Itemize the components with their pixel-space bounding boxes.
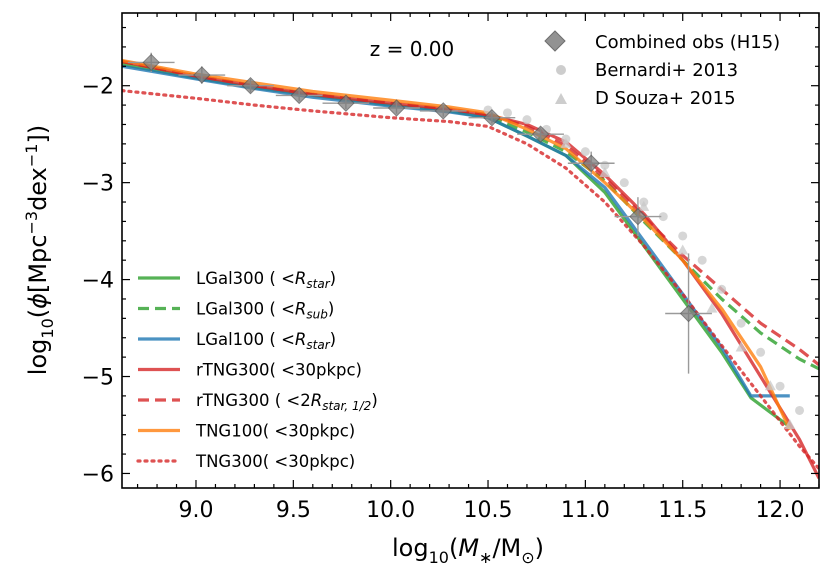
bernardi-point (775, 381, 785, 391)
legend-label-2: LGal100 ( <Rstar) (196, 330, 336, 352)
x-tick-label: 10.0 (366, 498, 415, 523)
legend-marker-circle (556, 65, 566, 75)
dsouza-point (784, 418, 796, 429)
x-tick-label: 9.0 (178, 498, 213, 523)
y-tick-label: −5 (82, 366, 114, 391)
combined-obs-point (227, 76, 274, 95)
combined-obs-point (178, 66, 226, 84)
series-line-5 (122, 58, 792, 431)
combined-obs-point (275, 86, 323, 105)
x-tick-label: 11.5 (658, 498, 707, 523)
combined-obs-point (468, 108, 516, 127)
combined-obs-point (373, 99, 420, 117)
combined-obs-point (567, 151, 615, 175)
axis-ticks: 9.0 9.5 10.0 10.5 11.0 11.5 12.0 −2 −3 −4 −5 −6 (82, 13, 820, 523)
bernardi-point (580, 147, 590, 157)
combined-obs-point (419, 102, 467, 120)
plot-frame (121, 12, 820, 489)
bernardi-point (502, 108, 512, 118)
combined-obs-point (614, 197, 662, 236)
legend-marker-triangle (555, 93, 567, 104)
x-axis-label: log10(M∗/M⊙) (392, 534, 544, 566)
legend-label-6: TNG300( <30pkpc) (195, 452, 355, 471)
x-tick-label: 12.0 (756, 498, 805, 523)
dsouza-point (638, 200, 650, 211)
bernardi-point (678, 231, 688, 241)
dsouza-point (706, 302, 718, 313)
legend-label-3: rTNG300( <30pkpc) (196, 361, 362, 380)
z-annotation: z = 0.00 (370, 37, 455, 61)
bernardi-point (522, 115, 532, 125)
bernardi-point (658, 212, 668, 222)
series-line-1 (122, 59, 819, 371)
x-tick-label: 9.5 (276, 498, 311, 523)
observation-points (127, 52, 805, 429)
bernardi-point (756, 347, 766, 357)
observations-legend: Combined obs (H15) Bernardi+ 2013 D Souz… (544, 30, 780, 109)
y-tick-label: −4 (82, 269, 114, 294)
dsouza-point (735, 341, 747, 352)
legend-label-4: rTNG300 ( <2Rstar, 1/2) (196, 391, 378, 413)
x-tick-label: 10.5 (464, 498, 513, 523)
bernardi-point (697, 255, 707, 265)
legend-label-combined-obs: Combined obs (H15) (595, 32, 780, 53)
legend-label-5: TNG100( <30pkpc) (195, 422, 355, 441)
legend-label-0: LGal300 ( <Rstar) (196, 269, 336, 291)
legend-label-1: LGal300 ( <Rsub) (196, 300, 334, 322)
legend-marker-diamond (544, 30, 566, 52)
x-tick-label: 11.0 (561, 498, 610, 523)
y-tick-label: −3 (82, 172, 114, 197)
dsouza-point (764, 380, 776, 391)
bernardi-point (795, 405, 805, 415)
combined-obs-point (665, 253, 712, 374)
bernardi-point (717, 284, 727, 294)
dsouza-point (599, 166, 611, 177)
bernardi-point (619, 178, 629, 188)
series-line-6 (122, 88, 819, 471)
combined-obs-point (127, 52, 175, 73)
legend-label-dsouza: D Souza+ 2015 (595, 88, 736, 109)
dsouza-point (560, 137, 572, 148)
y-axis-label: log10(ϕ[Mpc−3dex−1]) (22, 125, 57, 375)
y-tick-label: −6 (82, 462, 114, 487)
bernardi-point (736, 318, 746, 328)
combined-obs-point (322, 94, 370, 112)
legend-label-bernardi: Bernardi+ 2013 (595, 60, 738, 81)
combined-obs-point (517, 125, 564, 143)
models-legend: LGal300 ( <Rstar) LGal300 ( <Rsub) LGal100… (136, 269, 378, 471)
y-tick-label: −2 (82, 75, 114, 100)
dsouza-point (677, 244, 689, 255)
